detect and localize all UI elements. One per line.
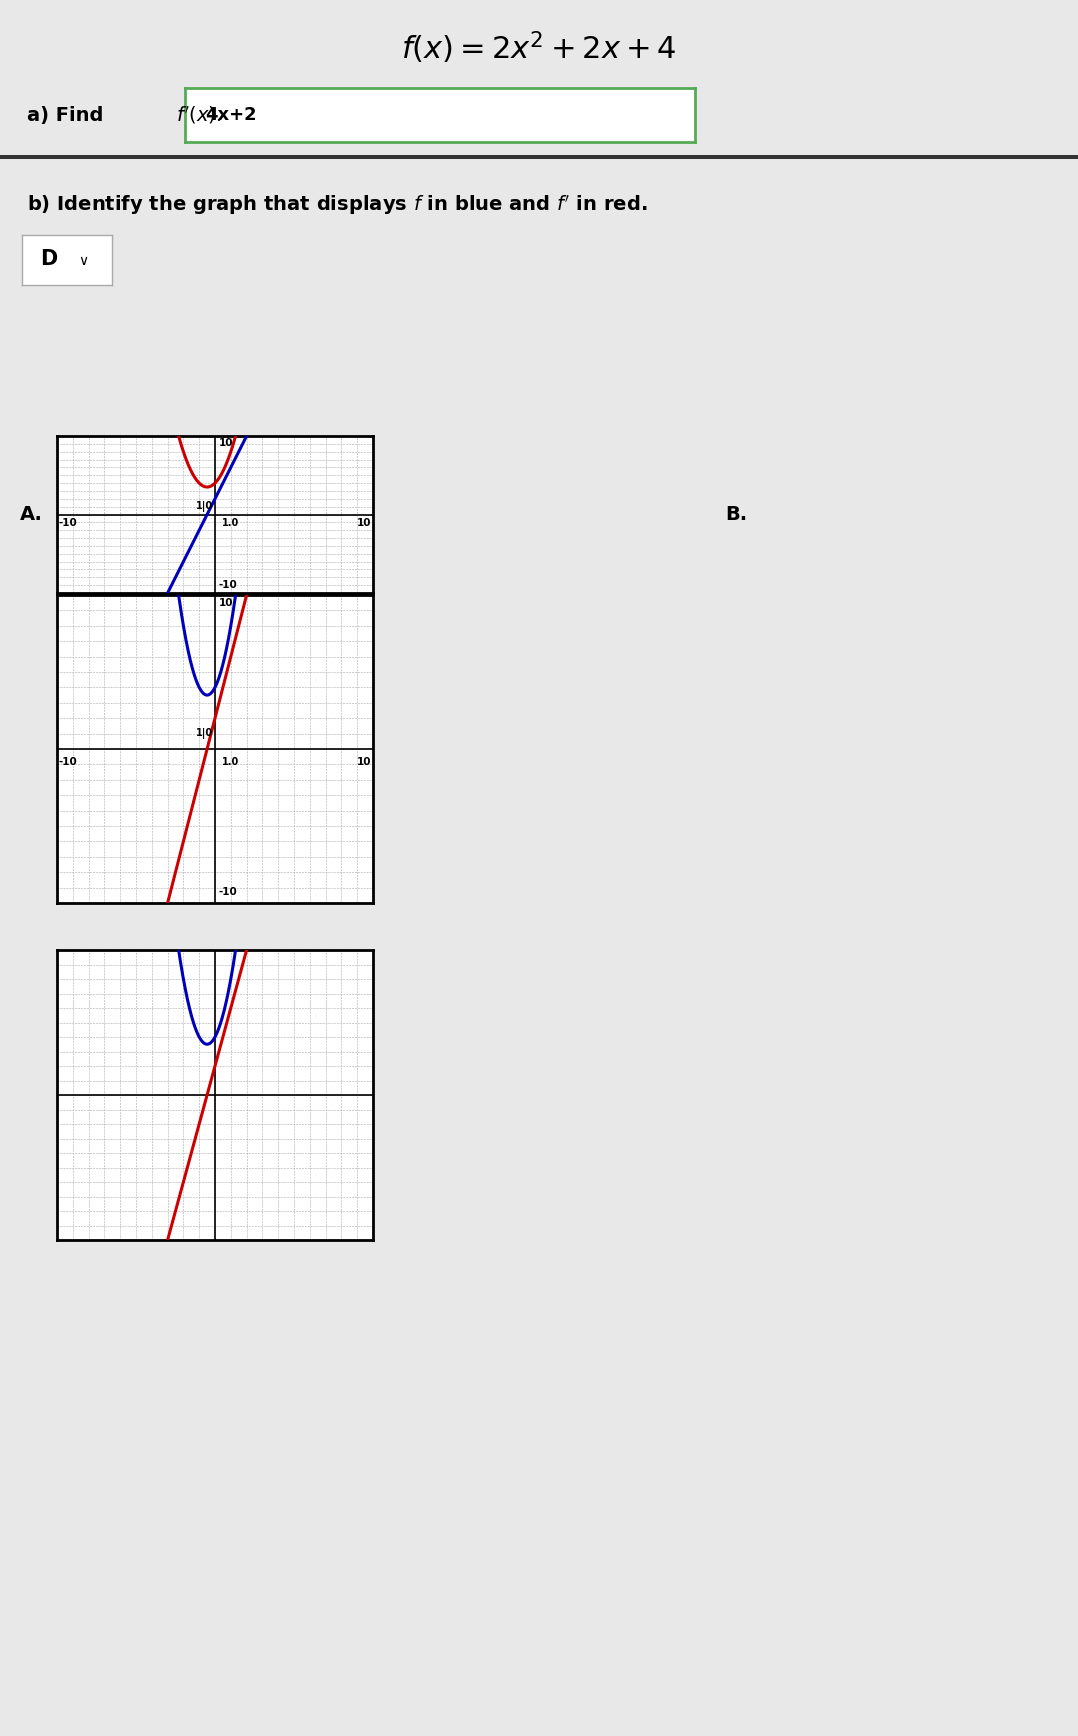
- Text: B.: B.: [725, 505, 747, 524]
- Text: -10: -10: [219, 580, 238, 590]
- Text: 10: 10: [357, 519, 372, 528]
- Text: $f(x) = 2x^2 + 2x + 4$: $f(x) = 2x^2 + 2x + 4$: [401, 30, 677, 66]
- Text: 4x+2: 4x+2: [206, 106, 257, 123]
- Text: 10: 10: [357, 757, 372, 767]
- Text: 1|0: 1|0: [195, 727, 212, 740]
- Text: b) Identify the graph that displays $f$ in blue and $f'$ in red.: b) Identify the graph that displays $f$ …: [27, 193, 648, 217]
- Text: -10: -10: [58, 757, 78, 767]
- Text: 10: 10: [219, 599, 234, 608]
- Text: 1.0: 1.0: [222, 757, 239, 767]
- Text: 10: 10: [219, 437, 234, 448]
- Text: a) Find: a) Find: [27, 106, 110, 125]
- Text: 1|0: 1|0: [195, 502, 212, 512]
- Text: ∨: ∨: [78, 253, 88, 267]
- Text: -10: -10: [219, 887, 238, 898]
- Text: A.: A.: [20, 505, 43, 524]
- Text: -10: -10: [58, 519, 78, 528]
- Text: D: D: [40, 248, 57, 269]
- Text: $f'(x)$.: $f'(x)$.: [176, 104, 222, 127]
- Text: 1.0: 1.0: [222, 519, 239, 528]
